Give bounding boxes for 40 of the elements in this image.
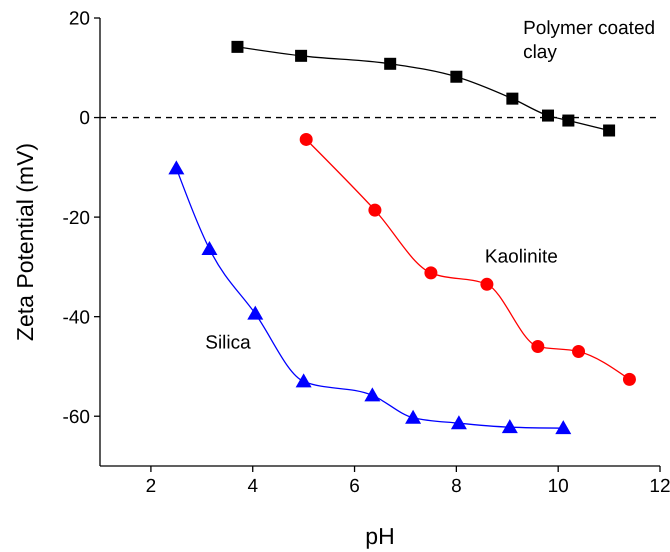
point	[201, 240, 218, 255]
x-tick-label: 12	[649, 476, 670, 497]
x-tick-label: 6	[349, 476, 360, 497]
point	[502, 419, 518, 434]
y-tick-label: -60	[62, 406, 90, 428]
x-tick-label: 10	[548, 476, 569, 497]
point	[572, 345, 586, 358]
series-label: Kaolinite	[484, 246, 558, 268]
point	[450, 70, 462, 83]
point	[506, 92, 518, 105]
x-tick-label: 2	[146, 476, 156, 497]
point	[450, 415, 467, 430]
point	[295, 50, 308, 62]
point	[300, 132, 313, 146]
x-tick-label: 8	[451, 476, 462, 497]
point	[231, 40, 244, 53]
point	[424, 266, 438, 280]
point	[368, 204, 382, 217]
point	[405, 410, 422, 424]
point	[555, 420, 572, 434]
y-axis-title: Zeta Potential (mV)	[12, 142, 38, 342]
point	[531, 340, 544, 354]
y-tick-label: -40	[62, 307, 90, 328]
y-tick-label: -20	[62, 208, 90, 229]
point	[296, 373, 312, 388]
series-label: Silica	[205, 332, 252, 354]
point	[480, 278, 494, 291]
point	[622, 372, 636, 386]
point	[384, 58, 396, 70]
point	[562, 114, 574, 127]
point	[542, 110, 554, 122]
x-tick-label: 4	[247, 476, 258, 497]
y-tick-label: 20	[68, 8, 90, 30]
x-axis-title: pH	[365, 523, 395, 549]
point	[364, 387, 380, 402]
point	[247, 306, 264, 320]
point	[168, 160, 184, 174]
series-label: Polymer coated clay	[523, 18, 656, 63]
y-tick-label: 0	[79, 108, 90, 130]
point	[603, 124, 616, 136]
